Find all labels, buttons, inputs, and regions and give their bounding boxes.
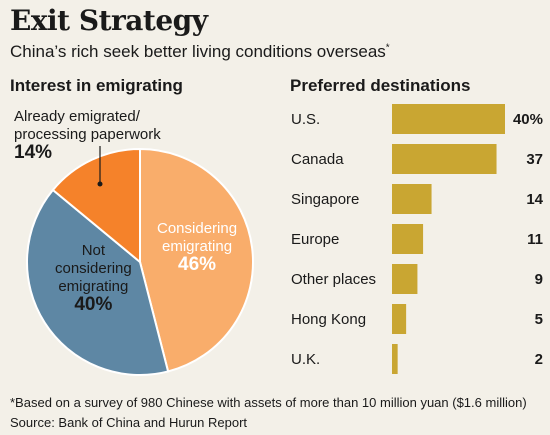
- bar-category-label: U.K.: [291, 351, 320, 368]
- source-note: Source: Bank of China and Hurun Report: [10, 415, 248, 430]
- pie-slice-considering: [139, 147, 254, 373]
- bar-value-label: 2: [535, 351, 543, 368]
- chart-subtitle: China’s rich seek better living conditio…: [10, 42, 390, 62]
- slice-value-already: 14%: [14, 142, 53, 163]
- slice-label-considering: Considering emigrating 46%: [157, 220, 237, 274]
- slice-label-not-line3: emigrating: [58, 278, 129, 295]
- bar-value-label: 40%: [513, 111, 543, 128]
- bar: [392, 304, 407, 334]
- bar-category-label: Other places: [291, 271, 376, 288]
- slice-label-considering-line1: Considering: [157, 220, 238, 237]
- subtitle-footnote-mark: *: [385, 42, 390, 54]
- bar-value-label: 9: [535, 271, 543, 288]
- pie-heading: Interest in emigrating: [10, 76, 183, 95]
- slice-label-considering-line2: emigrating: [162, 238, 233, 255]
- footnote: *Based on a survey of 980 Chinese with a…: [10, 395, 527, 410]
- bar-category-label: Hong Kong: [291, 311, 366, 328]
- bar-category-label: Europe: [291, 231, 339, 248]
- pie-slice-not-considering: [25, 188, 170, 376]
- slice-label-already: Already emigrated/ processing paperwork …: [14, 108, 161, 162]
- pie-chart: [25, 146, 254, 376]
- pie-slice-already-emigrated: [51, 147, 141, 265]
- bar-chart: U.S. 40% Canada 37 Singapore 14 Europe 11 Other …: [291, 104, 544, 374]
- bar-value-label: 5: [535, 311, 543, 328]
- bar: [392, 344, 398, 374]
- bar-category-label: U.S.: [291, 111, 320, 128]
- slice-label-not-line2: considering: [55, 260, 132, 277]
- leader-dot: [97, 181, 103, 187]
- bar-value-label: 11: [527, 231, 543, 248]
- subtitle-text: China’s rich seek better living conditio…: [10, 42, 386, 61]
- bar-category-label: Canada: [291, 151, 344, 168]
- slice-value-considering: 46%: [178, 254, 217, 275]
- bar-value-label: 14: [526, 191, 543, 208]
- bar: [392, 184, 432, 214]
- bar-value-label: 37: [526, 151, 543, 168]
- bar: [392, 144, 497, 174]
- slice-value-not-considering: 40%: [74, 294, 113, 315]
- bar: [392, 224, 424, 254]
- bar: [392, 104, 505, 134]
- bar-category-label: Singapore: [291, 191, 359, 208]
- slice-label-not-considering: Not considering emigrating 40%: [55, 242, 132, 314]
- slice-label-already-line1: Already emigrated/: [14, 108, 140, 125]
- slice-label-already-line2: processing paperwork: [14, 126, 161, 143]
- bar: [392, 264, 418, 294]
- chart-title: Exit Strategy: [10, 4, 208, 37]
- bar-heading: Preferred destinations: [290, 76, 471, 95]
- slice-label-not-line1: Not: [81, 242, 106, 259]
